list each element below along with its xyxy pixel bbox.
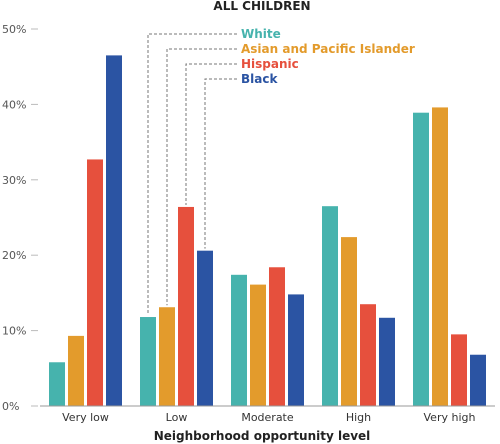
x-tick-label: Low [166,411,188,424]
bar-asian-and-pacific-islander-high [341,237,357,406]
bars [49,55,486,406]
y-tick-label: 30% [2,174,26,187]
x-tick-label: Moderate [241,411,294,424]
bar-hispanic-high [360,304,376,406]
x-axis: Very low Low Moderate High Very high [40,405,495,424]
bar-asian-and-pacific-islander-low [159,307,175,406]
bar-hispanic-low [178,206,194,406]
legend-label: Hispanic [241,57,299,71]
bar-asian-and-pacific-islander-very-low [68,335,84,406]
bar-asian-and-pacific-islander-very-high [432,107,448,406]
legend-label: Asian and Pacific Islander [241,42,415,56]
legend-leader-line [147,33,237,316]
legend-label: Black [241,72,278,86]
legend-leader-line [185,63,237,205]
bar-white-moderate [231,274,247,406]
bar-hispanic-very-low [87,159,103,406]
bar-black-very-high [470,354,486,406]
x-tick-label: High [346,411,371,424]
bar-white-high [322,206,338,406]
bar-white-very-high [413,112,429,406]
x-tick-label: Very high [424,411,476,424]
y-tick-label: 0% [2,400,19,413]
bar-white-very-low [49,362,65,406]
x-axis-title: Neighborhood opportunity level [154,429,371,443]
bar-hispanic-moderate [269,267,285,406]
y-tick-label: 40% [2,98,26,111]
x-tick-label: Very low [62,411,109,424]
bar-hispanic-very-high [451,334,467,406]
legend-leader-line [204,78,237,249]
bar-white-low [140,317,156,406]
chart-title: ALL CHILDREN [213,0,310,13]
bar-black-very-low [106,55,122,406]
bar-black-high [379,317,395,406]
legend-label: White [241,27,281,41]
legend-leader-line [166,48,237,306]
y-tick-label: 20% [2,249,26,262]
y-tick-label: 10% [2,325,26,338]
bar-asian-and-pacific-islander-moderate [250,284,266,406]
bar-black-low [197,250,213,406]
bar-black-moderate [288,294,304,406]
y-axis: 0% 10% 20% 30% 40% 50% [2,23,38,413]
y-tick-label: 50% [2,23,26,36]
